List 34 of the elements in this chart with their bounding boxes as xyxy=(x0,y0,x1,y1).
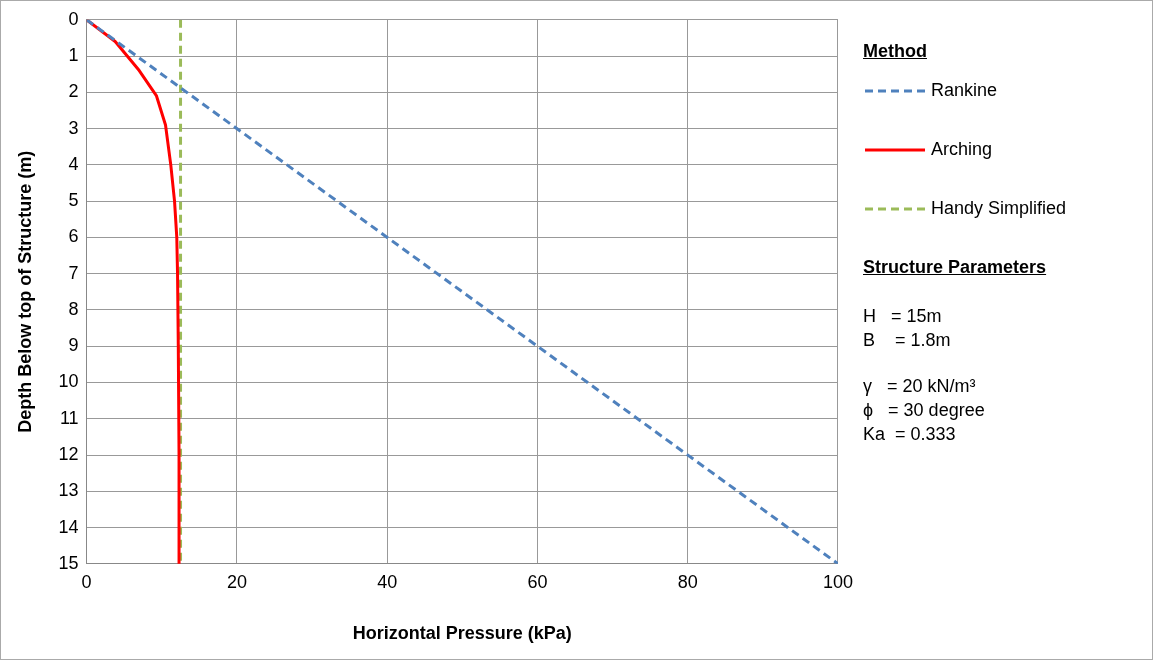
y-tick-label: 13 xyxy=(58,480,79,501)
y-tick-label: 7 xyxy=(68,262,79,283)
x-tick-label: 80 xyxy=(677,571,698,592)
legend-title: Method xyxy=(863,41,928,62)
y-tick-label: 15 xyxy=(58,552,79,573)
y-tick-label: 10 xyxy=(58,371,79,392)
y-tick-label: 9 xyxy=(68,335,79,356)
text: ϕ = 30 degree xyxy=(863,399,986,422)
x-axis-title: Horizontal Pressure (kPa) xyxy=(352,623,572,644)
y-tick-label: 12 xyxy=(58,443,79,464)
legend-label: Handy Simplified xyxy=(931,198,1067,219)
legend-label: Rankine xyxy=(931,80,998,101)
y-tick-label: 2 xyxy=(68,81,79,102)
y-tick-label: 8 xyxy=(68,298,79,319)
y-tick-label: 11 xyxy=(59,407,79,428)
x-tick-label: 20 xyxy=(226,571,247,592)
text: γ = 20 kN/m³ xyxy=(863,375,977,398)
y-tick-label: 1 xyxy=(68,45,79,66)
y-tick-label: 3 xyxy=(68,117,79,138)
y-tick-label: 6 xyxy=(68,226,79,247)
x-tick-label: 0 xyxy=(81,571,92,592)
y-tick-label: 14 xyxy=(58,516,79,537)
text: H = 15m xyxy=(863,305,943,328)
y-tick-label: 0 xyxy=(68,8,79,29)
text: B = 1.8m xyxy=(863,329,952,352)
x-tick-label: 100 xyxy=(822,571,854,592)
text: Ka = 0.333 xyxy=(863,423,957,446)
y-tick-label: 5 xyxy=(68,190,79,211)
legend-label: Arching xyxy=(931,139,993,160)
text: Structure Parameters xyxy=(863,257,1048,278)
y-axis-title: Depth Below top of Structure (m) xyxy=(14,150,35,433)
x-tick-label: 40 xyxy=(377,571,398,592)
y-tick-label: 4 xyxy=(68,153,79,174)
x-tick-label: 60 xyxy=(527,571,548,592)
